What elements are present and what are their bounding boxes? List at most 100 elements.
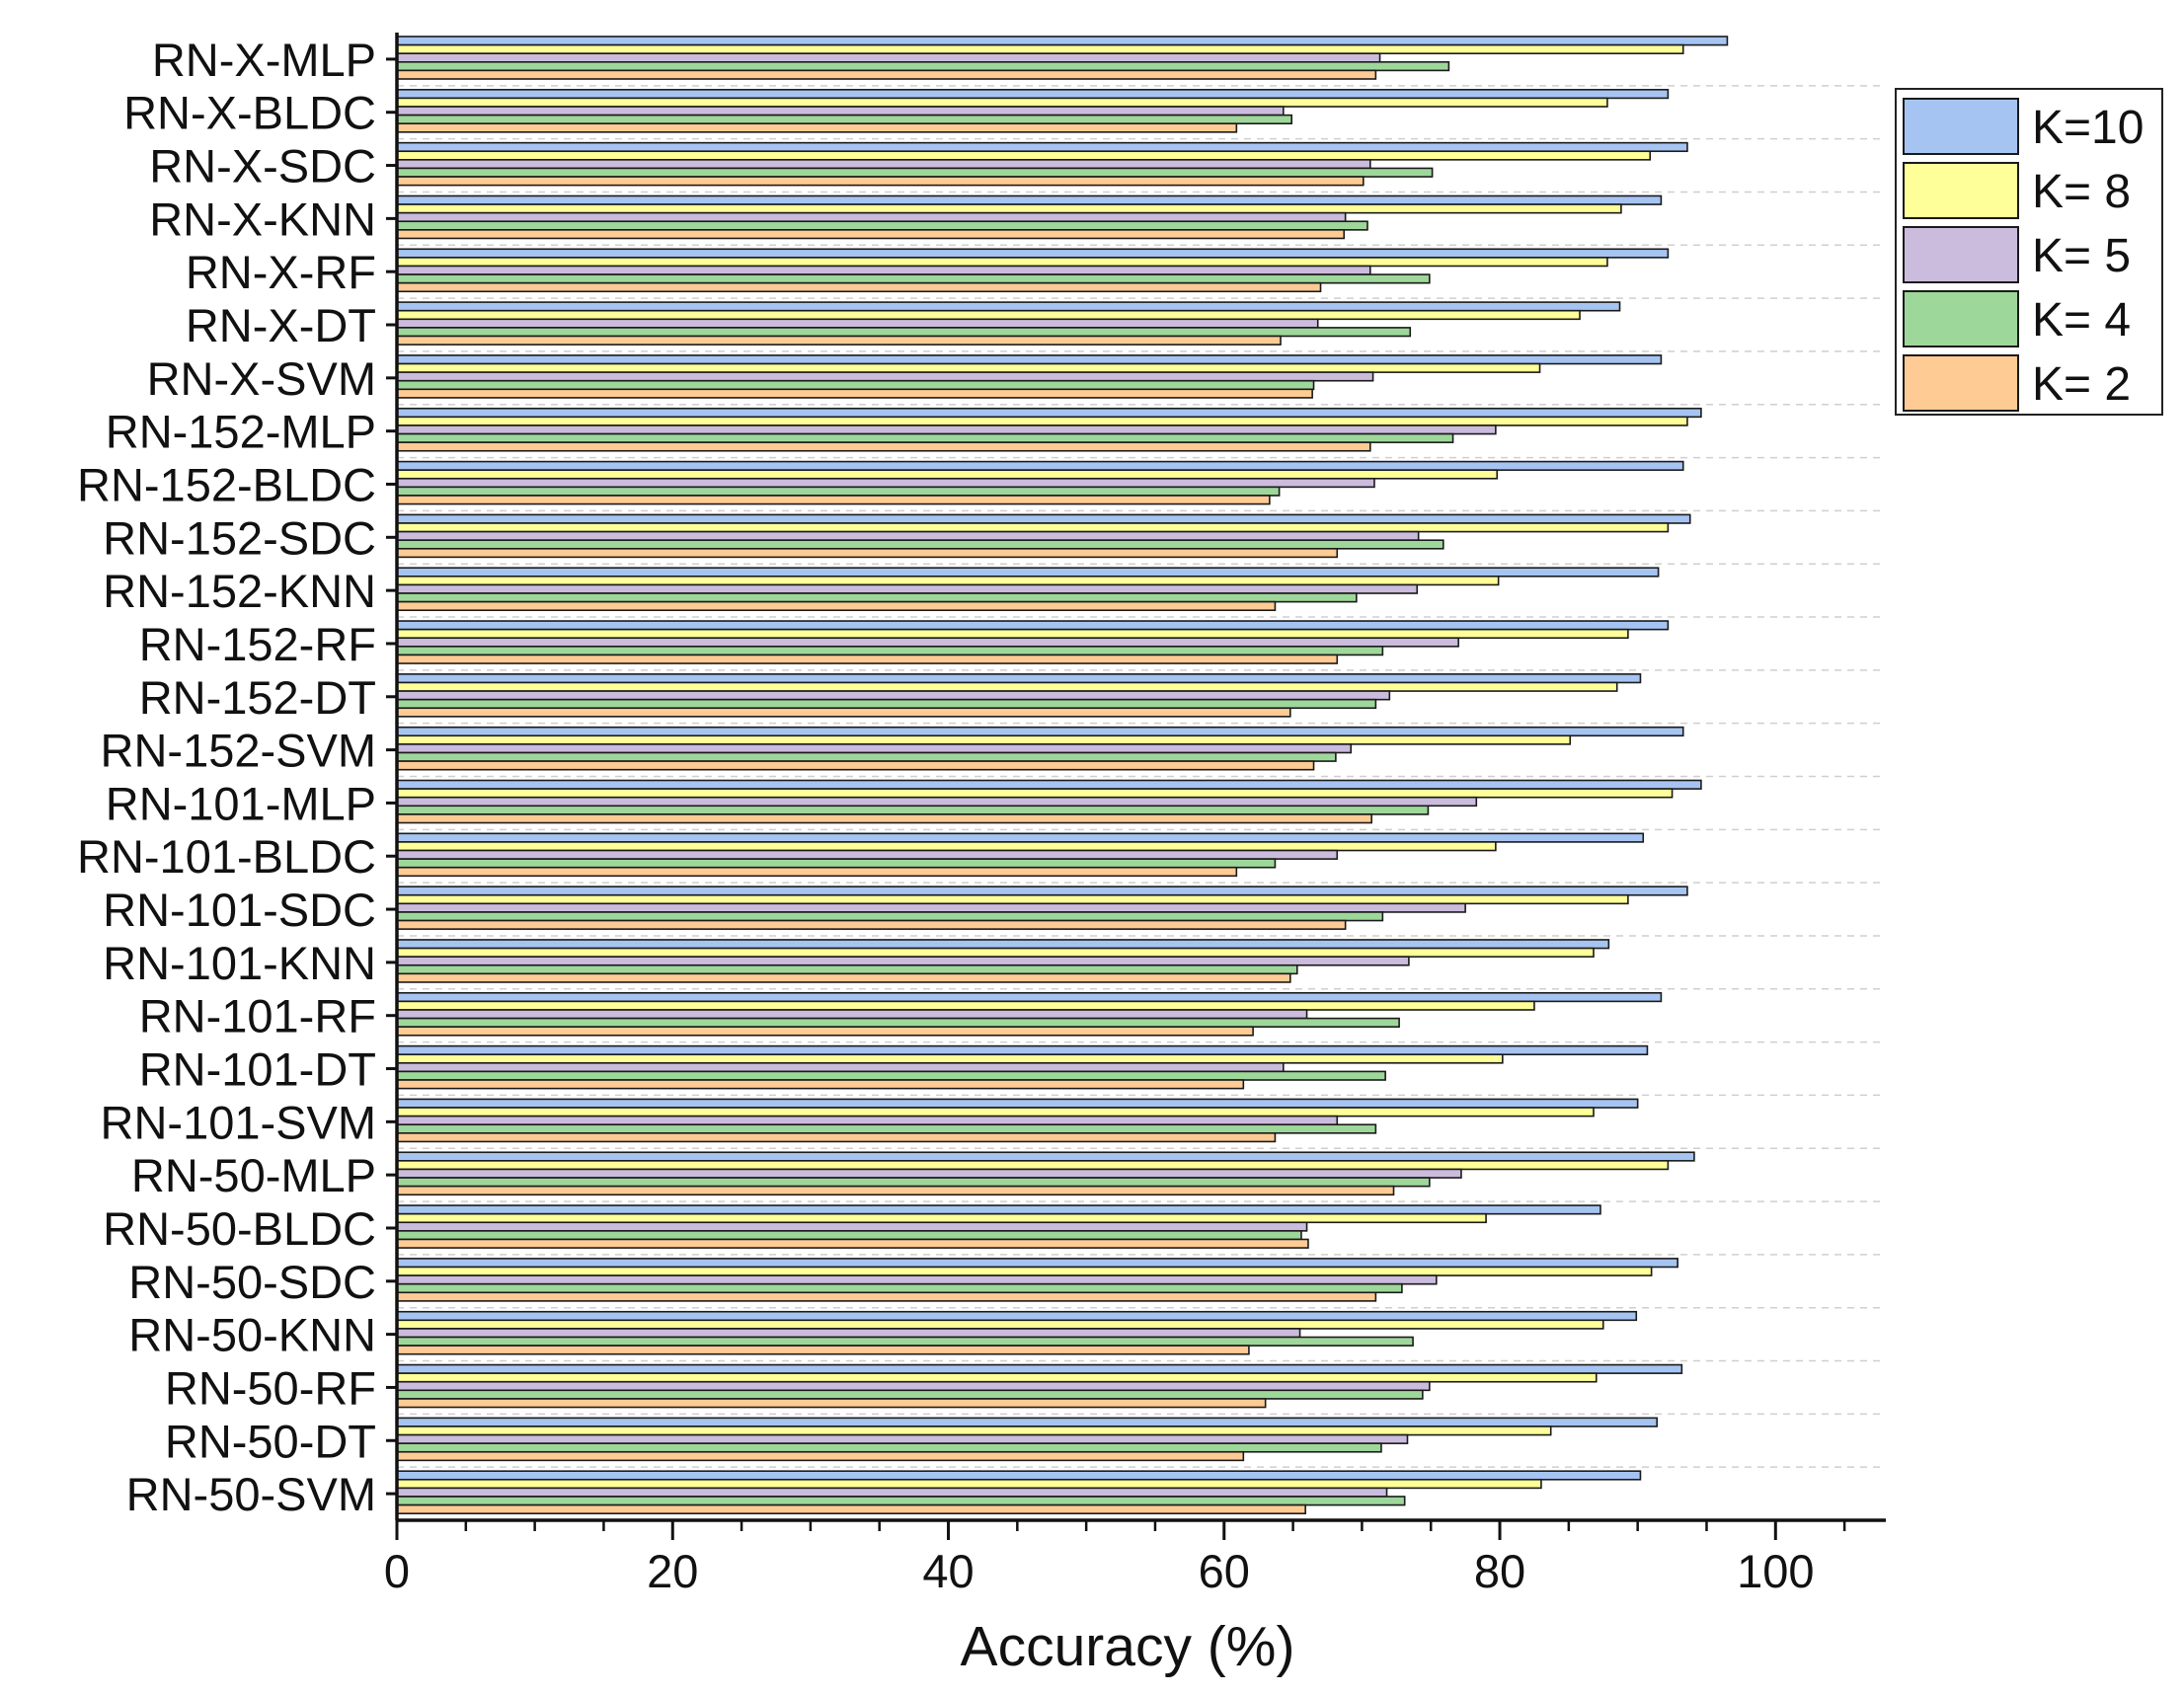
bar (396, 248, 1670, 259)
axes: 0 20 40 60 80 100 (384, 33, 1886, 1597)
bar (396, 576, 1500, 586)
category-labels: RN-X-MLPRN-X-BLDCRN-X-SDCRN-X-KNNRN-X-RF… (77, 34, 376, 1520)
bar (396, 379, 1315, 391)
bar (396, 886, 1688, 896)
bar (396, 1185, 1395, 1196)
bar (396, 1098, 1639, 1109)
legend-label: K= 4 (2032, 294, 2131, 347)
category-label: RN-152-KNN (103, 565, 376, 617)
bar (396, 592, 1358, 603)
category-label: RN-101-DT (139, 1043, 376, 1096)
bar (396, 229, 1346, 240)
bar (396, 1310, 1638, 1322)
bar (396, 1123, 1377, 1134)
bar (396, 371, 1374, 382)
x-axis-title: Accuracy (%) (961, 1615, 1295, 1678)
category-label: RN-152-DT (139, 671, 376, 724)
bar (396, 89, 1670, 100)
bar (396, 1274, 1438, 1285)
bar (396, 159, 1371, 170)
bar (396, 495, 1271, 505)
bar (396, 441, 1371, 452)
legend-swatch (1903, 226, 2019, 283)
category-label: RN-152-BLDC (77, 458, 376, 510)
bar (396, 919, 1347, 930)
bar (396, 1221, 1308, 1232)
bar (396, 432, 1454, 443)
category-label: RN-101-SVM (101, 1096, 376, 1148)
bar (396, 1017, 1400, 1028)
bar (396, 620, 1670, 631)
bar (396, 1107, 1595, 1117)
bar (396, 673, 1642, 684)
bar (396, 203, 1622, 214)
legend: K=10 K= 8 K= 5 K= 4 K= 2 (1895, 88, 2163, 416)
bar (396, 106, 1285, 116)
bar (396, 1470, 1642, 1481)
bar (396, 628, 1629, 640)
bar (396, 52, 1381, 63)
bar (396, 1044, 1649, 1056)
x-tick-label: 0 (384, 1545, 410, 1597)
category-label: RN-50-RF (165, 1361, 376, 1414)
legend-swatch (1903, 290, 2019, 347)
bar (396, 1009, 1308, 1020)
legend-swatch (1903, 162, 2019, 219)
category-label: RN-101-KNN (103, 937, 376, 989)
grid-lines (397, 85, 1886, 1468)
legend-swatch (1903, 354, 2019, 412)
bar (396, 1450, 1245, 1462)
legend-label: K= 5 (2032, 230, 2131, 282)
bar (396, 1070, 1386, 1081)
bar (396, 991, 1663, 1003)
bar (396, 734, 1572, 745)
bar (396, 1115, 1339, 1126)
bar (396, 309, 1581, 321)
bar (396, 1266, 1653, 1276)
bar (396, 1238, 1309, 1249)
bar (396, 407, 1702, 419)
category-label: RN-152-SVM (101, 725, 376, 777)
bar (396, 36, 1729, 46)
bar (396, 1496, 1406, 1506)
bar (396, 947, 1595, 958)
bar (396, 1212, 1487, 1224)
bars (396, 36, 1729, 1514)
bar (396, 911, 1384, 922)
x-tick-label: 60 (1199, 1545, 1250, 1597)
bar (396, 1372, 1598, 1383)
category-label: RN-101-BLDC (77, 830, 376, 883)
bar (396, 939, 1610, 950)
bar (396, 779, 1702, 790)
bar (396, 760, 1315, 771)
category-label: RN-50-SVM (126, 1468, 376, 1520)
bar (396, 646, 1384, 656)
bar (396, 1345, 1250, 1355)
bar (396, 486, 1281, 497)
bar (396, 354, 1663, 365)
x-tick-label: 20 (647, 1545, 698, 1597)
category-label: RN-152-SDC (103, 511, 376, 564)
bar (396, 60, 1450, 72)
category-label: RN-50-MLP (131, 1149, 376, 1201)
x-tick-label: 80 (1474, 1545, 1525, 1597)
bar (396, 122, 1238, 133)
legend-label: K= 8 (2032, 166, 2131, 218)
bar (396, 69, 1377, 80)
bar (396, 424, 1497, 435)
bar (396, 318, 1319, 329)
bar (396, 972, 1291, 983)
bar (396, 902, 1466, 913)
legend-swatch (1903, 98, 2019, 155)
bar (396, 265, 1371, 275)
bar (396, 1026, 1254, 1037)
bar (396, 211, 1347, 223)
bar (396, 849, 1339, 860)
bar (396, 1053, 1504, 1064)
x-tick-label: 100 (1737, 1545, 1814, 1597)
bar (396, 43, 1684, 54)
bar (396, 220, 1368, 231)
category-label: RN-X-DT (186, 299, 376, 351)
bar (396, 600, 1277, 612)
category-label: RN-X-KNN (149, 193, 376, 245)
